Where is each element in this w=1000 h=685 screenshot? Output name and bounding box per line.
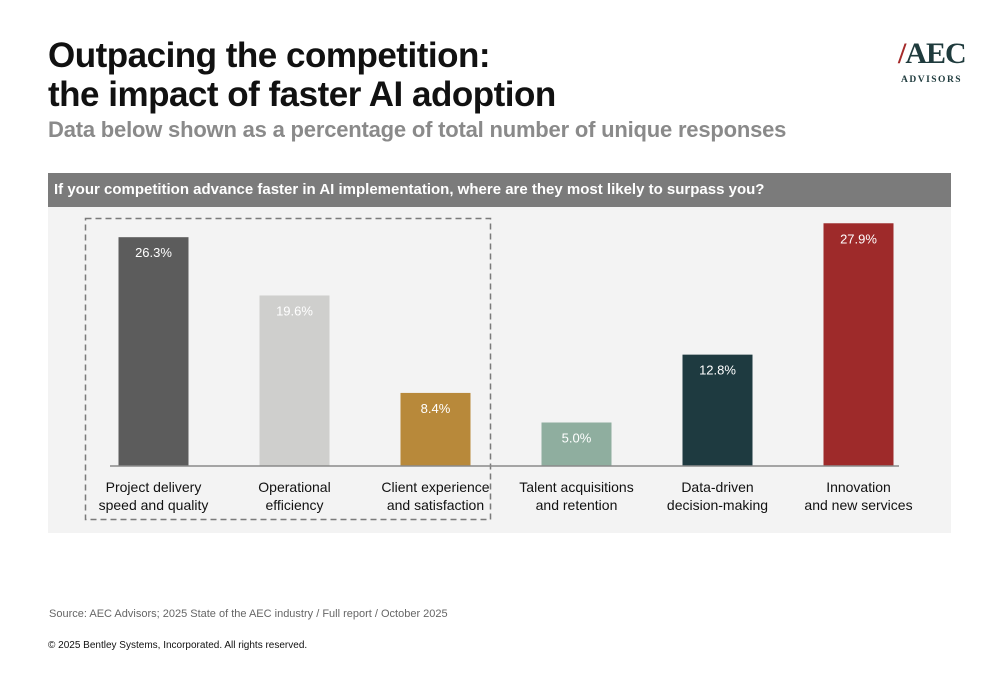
aec-advisors-logo: /AEC ADVISORS [893, 38, 973, 90]
bar-chart: 26.3% Project delivery speed and quality 19… [84, 217, 913, 521]
highlight-box [84, 217, 492, 521]
bar-6 [823, 223, 894, 466]
bar-5 [682, 354, 753, 466]
category-label-2-line-2: efficiency [265, 497, 323, 513]
page-subtitle: Data below shown as a percentage of tota… [48, 117, 787, 142]
category-label-2-line-1: Operational [258, 479, 330, 495]
category-label-3-line-2: and satisfaction [387, 497, 484, 513]
logo-subtitle: ADVISORS [901, 75, 963, 85]
category-label-1-line-1: Project delivery [106, 479, 202, 495]
data-label-6: 27.9% [840, 231, 877, 246]
title-line-1: Outpacing the competition: [48, 36, 490, 75]
category-label-6-line-2: and new services [804, 497, 912, 513]
chart-panel: If your competition advance faster in AI… [48, 173, 951, 533]
category-label-3-line-1: Client experience [381, 479, 489, 495]
data-label-3: 8.4% [421, 401, 451, 416]
title-line-2: the impact of faster AI adoption [48, 75, 556, 114]
data-label-2: 19.6% [276, 303, 313, 318]
category-label-4-line-1: Talent acquisitions [519, 479, 633, 495]
logo-text: AEC [905, 37, 966, 70]
bar-3 [400, 392, 471, 466]
data-label-1: 26.3% [135, 245, 172, 260]
logo-mark: /AEC [898, 37, 967, 70]
category-label-6-line-1: Innovation [826, 479, 891, 495]
category-label-5-line-2: decision-making [667, 497, 768, 513]
category-label-4-line-2: and retention [536, 497, 618, 513]
category-label-5-line-1: Data-driven [681, 479, 753, 495]
data-label-4: 5.0% [562, 431, 592, 446]
page-title: Outpacing the competition: the impact of… [48, 36, 556, 114]
category-label-1-line-2: speed and quality [99, 497, 209, 513]
logo-slash: / [898, 37, 906, 70]
bar-1 [118, 237, 189, 466]
bar-2 [259, 295, 330, 466]
chart-question: If your competition advance faster in AI… [54, 181, 765, 198]
source-note: Source: AEC Advisors; 2025 State of the … [49, 608, 448, 620]
copyright-note: © 2025 Bentley Systems, Incorporated. Al… [48, 640, 308, 651]
bar-4 [541, 422, 612, 466]
chart-question-bar: If your competition advance faster in AI… [48, 173, 951, 207]
data-label-5: 12.8% [699, 363, 736, 378]
